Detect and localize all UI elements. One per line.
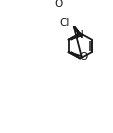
Text: N: N	[75, 30, 83, 40]
Text: O: O	[79, 52, 87, 62]
Text: Cl: Cl	[59, 18, 69, 28]
Text: O: O	[54, 0, 62, 9]
